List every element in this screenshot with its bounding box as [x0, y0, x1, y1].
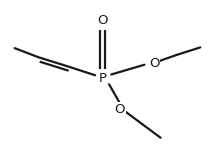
- Text: P: P: [99, 72, 107, 85]
- Text: O: O: [97, 14, 108, 27]
- Text: O: O: [149, 57, 159, 70]
- Text: O: O: [114, 103, 125, 116]
